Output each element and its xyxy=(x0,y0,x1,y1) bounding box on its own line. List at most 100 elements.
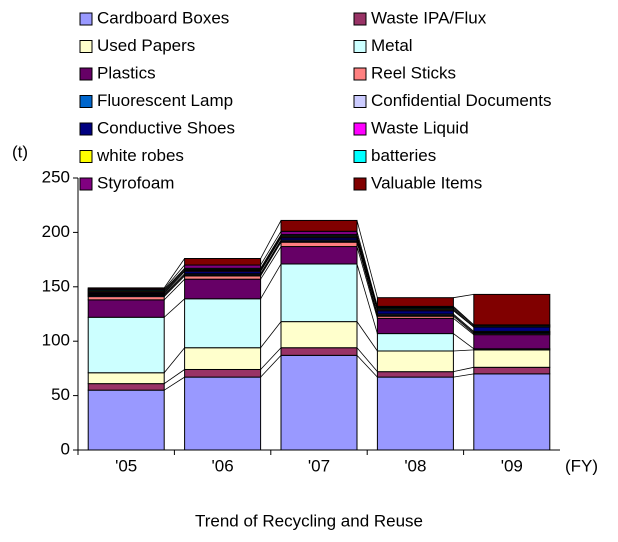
series-line xyxy=(260,231,282,266)
series-line xyxy=(453,308,475,327)
legend-swatch xyxy=(353,177,367,191)
bar-segment xyxy=(184,347,262,370)
bar-segment xyxy=(280,219,358,232)
x-tick-label: '07 xyxy=(308,456,330,475)
legend-label: Used Papers xyxy=(97,36,195,55)
bar-segment xyxy=(280,321,358,349)
x-tick-label: '08 xyxy=(404,456,426,475)
y-tick-label: 250 xyxy=(42,167,70,186)
legend-label: batteries xyxy=(371,146,436,165)
bar-segment xyxy=(280,263,358,323)
bar-segment xyxy=(376,350,454,373)
legend-swatch xyxy=(79,40,93,53)
bar-segment xyxy=(184,258,262,266)
series-line xyxy=(260,347,282,370)
bar-segment xyxy=(473,293,551,326)
series-line xyxy=(163,347,185,374)
chart-title: Trend of Recycling and Reuse xyxy=(195,511,423,530)
x-tick-label: '06 xyxy=(212,456,234,475)
series-line xyxy=(163,278,185,301)
bar-segment xyxy=(473,373,551,451)
series-line xyxy=(163,275,185,297)
y-tick-label: 100 xyxy=(42,331,70,350)
legend-label: Valuable Items xyxy=(371,173,482,192)
series-line xyxy=(260,220,282,259)
legend-swatch xyxy=(79,177,93,191)
series-line xyxy=(163,268,185,291)
bar-segment xyxy=(280,241,358,248)
bar-segment xyxy=(87,287,165,290)
legend-swatch xyxy=(79,95,93,108)
bar-segment xyxy=(184,298,262,349)
bar-segment xyxy=(376,317,454,335)
series-line xyxy=(163,376,185,391)
x-unit: (FY) xyxy=(565,456,598,475)
legend-label: white robes xyxy=(96,146,184,165)
series-line xyxy=(453,333,475,350)
bar-segment xyxy=(184,278,262,300)
legend-swatch xyxy=(353,95,367,108)
legend-label: Metal xyxy=(371,36,413,55)
series-line xyxy=(453,306,475,326)
bar-segment xyxy=(376,333,454,352)
bar-segment xyxy=(376,297,454,307)
series-line xyxy=(163,258,185,289)
series-line xyxy=(260,263,282,299)
series-line xyxy=(453,294,474,299)
series-line xyxy=(260,235,282,270)
series-line xyxy=(260,246,282,280)
legend-label: Fluorescent Lamp xyxy=(97,91,233,110)
x-tick-label: '09 xyxy=(501,456,523,475)
series-line xyxy=(163,273,185,295)
bar-segment xyxy=(184,368,262,378)
legend-label: Plastics xyxy=(97,63,156,82)
series-line xyxy=(453,309,475,328)
legend-label: Styrofoam xyxy=(97,173,174,192)
y-tick-label: 50 xyxy=(51,385,70,404)
bar-segment xyxy=(473,334,551,350)
series-line xyxy=(260,355,282,378)
bar-segment xyxy=(87,299,165,318)
series-line xyxy=(163,269,185,292)
series-line xyxy=(453,318,475,335)
legend-swatch xyxy=(79,122,93,136)
bar-segment xyxy=(473,349,551,368)
legend-label: Conductive Shoes xyxy=(97,118,235,137)
series-line xyxy=(356,246,378,319)
legend-swatch xyxy=(353,12,367,26)
series-line xyxy=(356,347,378,372)
bar-segment xyxy=(376,371,454,378)
y-tick-label: 0 xyxy=(61,439,70,458)
bar-segment xyxy=(376,376,454,451)
x-tick-label: '05 xyxy=(115,456,137,475)
series-line xyxy=(163,274,185,296)
y-tick-label: 200 xyxy=(42,222,70,241)
series-line xyxy=(453,349,474,352)
series-line xyxy=(453,315,475,334)
series-line xyxy=(453,313,475,332)
series-line xyxy=(260,236,282,271)
series-line xyxy=(356,321,378,352)
series-line xyxy=(356,220,378,298)
series-line xyxy=(356,231,378,307)
series-line xyxy=(260,239,282,274)
legend-label: Confidential Documents xyxy=(371,91,551,110)
bar-segment xyxy=(473,366,551,375)
bar-segment xyxy=(280,246,358,265)
series-line xyxy=(260,234,282,269)
legend-swatch xyxy=(353,67,367,81)
series-line xyxy=(260,240,282,276)
bar-segment xyxy=(184,376,262,451)
bar-segment xyxy=(87,316,165,374)
series-line xyxy=(356,355,378,378)
legend-swatch xyxy=(353,40,367,53)
series-line xyxy=(260,237,282,272)
series-line xyxy=(453,314,475,333)
bar-segment xyxy=(87,389,165,451)
legend-swatch xyxy=(79,12,93,26)
legend-label: Waste IPA/Flux xyxy=(371,8,487,27)
series-line xyxy=(453,373,474,378)
series-line xyxy=(260,321,282,348)
series-line xyxy=(163,298,185,318)
